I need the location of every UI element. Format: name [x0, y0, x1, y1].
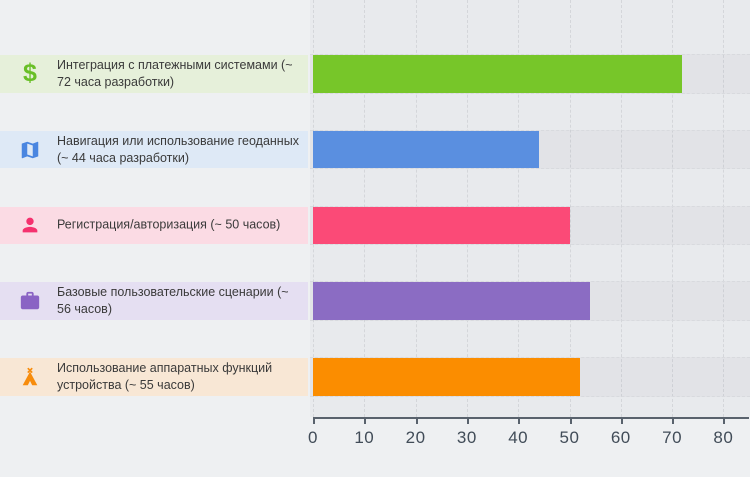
x-tick-label: 60	[610, 428, 631, 447]
category-label-band: Использование аппаратных функций устройс…	[0, 358, 308, 396]
x-tick-label: 80	[713, 428, 734, 447]
x-axis-line	[313, 417, 749, 419]
person-icon	[16, 207, 44, 245]
x-axis-tick	[415, 418, 418, 424]
vertical-gridline	[620, 0, 622, 417]
x-axis-tick	[313, 418, 315, 424]
x-axis-tick	[620, 418, 623, 424]
vertical-gridline	[569, 0, 571, 417]
bar-geodata	[313, 130, 539, 169]
bar-registration	[313, 206, 570, 245]
chart-row: Регистрация/авторизация (~ 50 часов)	[0, 205, 750, 246]
x-tick-label: 0	[308, 428, 318, 447]
x-tick-label: 50	[559, 428, 580, 447]
x-axis-tick	[672, 418, 675, 424]
bar-hardware	[313, 358, 580, 396]
chart-row: Использование аппаратных функций устройс…	[0, 357, 750, 397]
category-label: Базовые пользовательские сценарии (~ 56 …	[57, 285, 289, 317]
category-label-band: Навигация или использование геоданных (~…	[0, 130, 308, 169]
tent-icon	[16, 358, 44, 396]
map-icon	[16, 131, 44, 169]
x-axis-tick	[723, 418, 726, 424]
chart-row: $ Интеграция с платежными системами (~ 7…	[0, 54, 750, 94]
x-axis-tick	[518, 418, 521, 424]
vertical-gridline	[723, 0, 725, 417]
category-label-band: Регистрация/авторизация (~ 50 часов)	[0, 206, 308, 245]
x-axis-tick	[569, 418, 572, 424]
bar-scenarios	[313, 282, 591, 320]
bar-payments	[313, 55, 683, 93]
vertical-gridline	[672, 0, 674, 417]
category-label: Интеграция с платежными системами (~ 72 …	[57, 57, 293, 89]
x-tick-label: 20	[405, 428, 426, 447]
x-tick-label: 30	[456, 428, 477, 447]
x-axis-tick	[466, 418, 469, 424]
x-tick-label: 10	[354, 428, 375, 447]
dollar-icon: $	[23, 59, 37, 88]
category-label-band: $ Интеграция с платежными системами (~ 7…	[0, 55, 308, 93]
chart-row: Навигация или использование геоданных (~…	[0, 129, 750, 170]
category-label: Использование аппаратных функций устройс…	[57, 360, 273, 392]
chart-row: Базовые пользовательские сценарии (~ 56 …	[0, 281, 750, 321]
category-label-band: Базовые пользовательские сценарии (~ 56 …	[0, 282, 308, 320]
x-tick-label: 40	[508, 428, 529, 447]
x-tick-label: 70	[662, 428, 683, 447]
category-label: Навигация или использование геоданных (~…	[57, 133, 299, 165]
category-label: Регистрация/авторизация (~ 50 часов)	[57, 217, 281, 232]
x-axis-tick	[364, 418, 367, 424]
briefcase-icon	[16, 282, 44, 320]
